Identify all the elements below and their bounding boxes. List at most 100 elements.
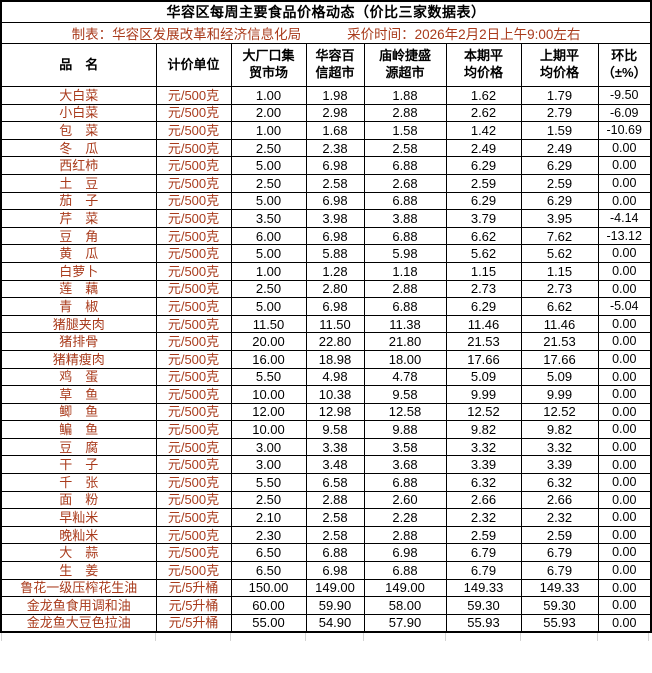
market1-price-cell: 5.00 xyxy=(230,156,307,175)
market2-price-cell: 2.38 xyxy=(305,138,365,158)
market1-price-cell: 3.00 xyxy=(230,455,307,475)
change-pct-cell: 0.00 xyxy=(597,191,652,211)
market1-price-cell: 6.50 xyxy=(230,543,307,563)
market2-price-cell: 10.38 xyxy=(305,385,365,404)
change-pct-cell: -6.09 xyxy=(597,103,652,123)
unit-cell: 元/500克 xyxy=(155,297,232,316)
column-header-item-name: 品 名 xyxy=(0,43,157,87)
meta-row: 制表：华容区发展改革和经济信息化局 采价时间：2026年2月2日上午9:00左右 xyxy=(0,22,652,44)
previous-avg-cell: 1.15 xyxy=(520,261,599,281)
unit-cell: 元/500克 xyxy=(155,173,232,193)
change-pct-cell: 0.00 xyxy=(597,402,652,422)
market3-price-cell: 5.98 xyxy=(363,244,447,263)
current-avg-cell: 6.29 xyxy=(445,191,522,211)
market2-price-cell: 6.88 xyxy=(305,543,365,563)
previous-avg-cell: 6.62 xyxy=(520,297,599,316)
market2-price-cell: 6.58 xyxy=(305,473,365,492)
market1-price-cell: 2.00 xyxy=(230,103,307,123)
market1-price-cell: 5.50 xyxy=(230,473,307,492)
market2-price-cell: 5.88 xyxy=(305,244,365,263)
market2-price-cell: 9.58 xyxy=(305,420,365,439)
table-row: 早籼米 元/500克 2.10 2.58 2.28 2.32 2.32 0.00 xyxy=(0,508,652,527)
current-avg-cell: 12.52 xyxy=(445,402,522,422)
market3-price-cell: 2.88 xyxy=(363,279,447,299)
market3-price-cell: 6.88 xyxy=(363,561,447,580)
change-pct-cell: 0.00 xyxy=(597,314,652,334)
market3-price-cell: 11.38 xyxy=(363,314,447,334)
current-avg-cell: 3.32 xyxy=(445,437,522,457)
item-name-cell: 晚籼米 xyxy=(0,525,157,545)
market2-price-cell: 6.98 xyxy=(305,191,365,211)
market2-price-cell: 12.98 xyxy=(305,402,365,422)
table-row: 鲫 鱼元/500克 12.00 12.98 12.58 12.52 12.52 0.00 xyxy=(0,402,652,422)
item-name-cell: 金龙鱼大豆色拉油 xyxy=(0,613,157,633)
market2-price-cell: 6.98 xyxy=(305,156,365,175)
market1-price-cell: 11.50 xyxy=(230,314,307,334)
table-row: 猪精瘦肉 元/500克 16.00 18.98 18.00 17.66 17.66 0.00 xyxy=(0,349,652,369)
table-row: 草 鱼元/500克 10.00 10.38 9.58 9.99 9.99 0.00 xyxy=(0,385,652,404)
market1-price-cell: 2.50 xyxy=(230,490,307,510)
market3-price-cell: 2.88 xyxy=(363,103,447,123)
previous-avg-cell: 2.49 xyxy=(520,138,599,158)
item-name-cell: 豆 角 xyxy=(0,226,157,246)
current-avg-cell: 17.66 xyxy=(445,349,522,369)
previous-avg-cell: 6.32 xyxy=(520,473,599,492)
market1-price-cell: 60.00 xyxy=(230,596,307,615)
table-row: 青 椒元/500克 5.00 6.98 6.88 6.29 6.62 -5.04 xyxy=(0,297,652,316)
market2-price-cell: 3.48 xyxy=(305,455,365,475)
unit-cell: 元/500克 xyxy=(155,437,232,457)
item-name-cell: 鲁花一级压榨花生油 xyxy=(0,578,157,598)
market1-price-cell: 150.00 xyxy=(230,578,307,598)
market3-price-cell: 6.88 xyxy=(363,473,447,492)
market3-price-cell: 1.58 xyxy=(363,121,447,140)
unit-cell: 元/5升桶 xyxy=(155,578,232,598)
change-pct-cell: 0.00 xyxy=(597,420,652,439)
market1-price-cell: 55.00 xyxy=(230,613,307,633)
change-pct-cell: 0.00 xyxy=(597,508,652,527)
unit-cell: 元/500克 xyxy=(155,402,232,422)
current-avg-cell: 2.49 xyxy=(445,138,522,158)
market2-price-cell: 11.50 xyxy=(305,314,365,334)
market1-price-cell: 10.00 xyxy=(230,385,307,404)
previous-avg-cell: 2.59 xyxy=(520,525,599,545)
change-pct-cell: 0.00 xyxy=(597,332,652,351)
market2-price-cell: 149.00 xyxy=(305,578,365,598)
market1-price-cell: 6.50 xyxy=(230,561,307,580)
item-name-cell: 大 蒜 xyxy=(0,543,157,563)
item-name-cell: 大白菜 xyxy=(0,86,157,105)
item-name-cell: 猪腿夹肉 xyxy=(0,314,157,334)
previous-avg-cell: 9.99 xyxy=(520,385,599,404)
column-header-current-avg: 本期平 均价格 xyxy=(445,43,522,87)
price-table: 华容区每周主要食品价格动态（价比三家数据表） 制表：华容区发展改革和经济信息化局… xyxy=(0,0,652,633)
item-name-cell: 小白菜 xyxy=(0,103,157,123)
previous-avg-cell: 21.53 xyxy=(520,332,599,351)
unit-cell: 元/500克 xyxy=(155,156,232,175)
market2-price-cell: 1.98 xyxy=(305,86,365,105)
market1-price-cell: 5.00 xyxy=(230,244,307,263)
change-pct-cell: 0.00 xyxy=(597,138,652,158)
change-pct-cell: 0.00 xyxy=(597,279,652,299)
current-avg-cell: 59.30 xyxy=(445,596,522,615)
previous-avg-cell: 5.62 xyxy=(520,244,599,263)
gridline xyxy=(363,632,364,641)
market3-price-cell: 4.78 xyxy=(363,367,447,387)
market1-price-cell: 16.00 xyxy=(230,349,307,369)
current-avg-cell: 149.33 xyxy=(445,578,522,598)
market1-price-cell: 6.00 xyxy=(230,226,307,246)
change-pct-cell: -9.50 xyxy=(597,86,652,105)
table-row: 包 菜元/500克 1.00 1.68 1.58 1.42 1.59 -10.69 xyxy=(0,121,652,140)
item-name-cell: 面 粉 xyxy=(0,490,157,510)
current-avg-cell: 2.73 xyxy=(445,279,522,299)
previous-avg-cell: 2.79 xyxy=(520,103,599,123)
current-avg-cell: 2.32 xyxy=(445,508,522,527)
current-avg-cell: 1.42 xyxy=(445,121,522,140)
market2-price-cell: 59.90 xyxy=(305,596,365,615)
page-title: 华容区每周主要食品价格动态（价比三家数据表） xyxy=(0,0,652,23)
market2-price-cell: 6.98 xyxy=(305,561,365,580)
previous-avg-cell: 2.66 xyxy=(520,490,599,510)
market3-price-cell: 9.88 xyxy=(363,420,447,439)
previous-avg-cell: 5.09 xyxy=(520,367,599,387)
market3-price-cell: 9.58 xyxy=(363,385,447,404)
previous-avg-cell: 59.30 xyxy=(520,596,599,615)
current-avg-cell: 6.79 xyxy=(445,561,522,580)
